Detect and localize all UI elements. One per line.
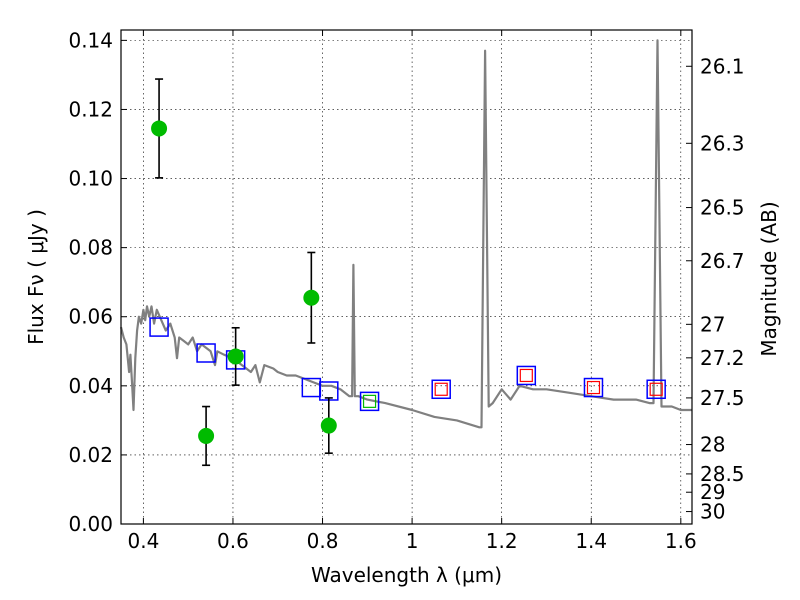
y2-tick-label: 30 [700,500,725,524]
observed-flux-point [151,120,168,137]
inner-marker-square [362,394,377,408]
model-flux-square [359,391,380,412]
y2-tick-label: 26.1 [700,54,745,78]
model-flux-square [583,377,604,398]
x-tick-label: 0.8 [307,529,339,553]
y2-tick-label: 29 [700,480,725,504]
observed-flux-point [320,417,337,434]
y-tick-label: 0.00 [68,512,113,536]
model-flux-square [646,379,666,400]
observed-flux-point [198,427,215,444]
x-tick-label: 1.4 [575,529,607,553]
sed-template-line [119,39,692,429]
y-tick-label: 0.12 [68,97,113,121]
y2-tick-label: 26.3 [700,131,745,155]
x-tick-label: 0.4 [127,529,159,553]
x-tick-label: 1.6 [665,529,697,553]
y-axis-label: Flux Fν ( μJy ) [24,209,48,345]
model-flux-square [149,317,169,337]
model-flux-square [431,379,451,400]
axis-ticks: 0.4 0.6 0.8 1 1.2 1.4 1.6 0.00 0.02 0.04 0.06 0.08 0… [68,28,744,553]
y-tick-label: 0.06 [68,305,113,329]
y2-tick-label: 27.2 [700,346,745,370]
y-tick-label: 0.10 [68,167,113,191]
y2-tick-label: 28.5 [700,462,745,486]
inner-marker-square [649,382,663,396]
y-tick-label: 0.02 [68,443,113,467]
y2-tick-label: 27 [700,312,725,336]
y2-tick-label: 26.7 [700,249,745,273]
model-flux-square [196,343,216,363]
y2-tick-label: 27.5 [700,386,745,410]
y2-axis-label: Magnitude (AB) [757,201,781,356]
observed-flux-point [227,348,244,365]
y-tick-label: 0.14 [68,28,113,52]
y2-tick-label: 28 [700,433,725,457]
x-tick-label: 1.2 [486,529,518,553]
y-tick-label: 0.08 [68,236,113,260]
y-tick-label: 0.04 [68,374,113,398]
inner-marker-square [434,382,448,396]
inner-marker-square [586,380,601,395]
x-tick-label: 0.6 [217,529,249,553]
axes-frame [120,29,693,525]
model-flux-square [516,365,537,386]
x-axis-label: Wavelength λ (μm) [311,563,502,587]
y2-tick-label: 26.5 [700,196,745,220]
observed-flux-point [303,289,320,306]
x-tick-label: 1 [406,529,419,553]
plot-area [119,39,692,467]
inner-marker-square [519,368,533,383]
